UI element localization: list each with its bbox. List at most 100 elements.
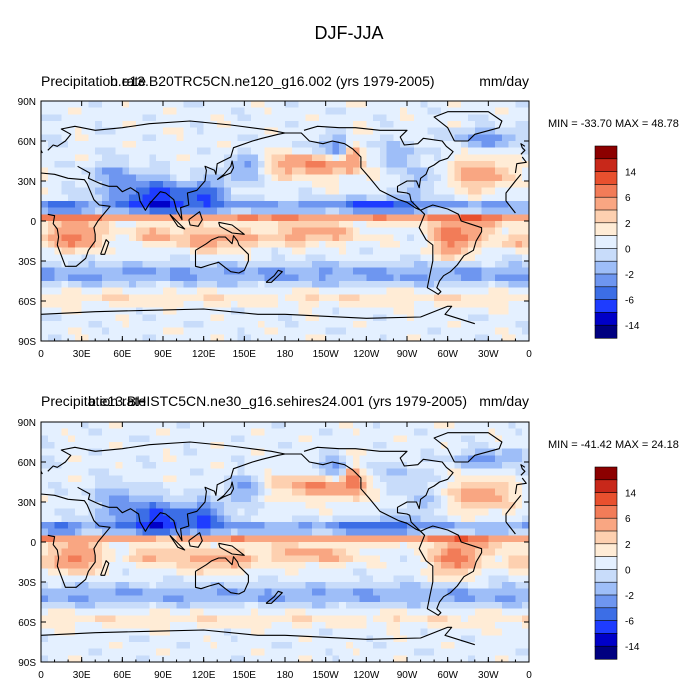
colorbar-swatch [594, 273, 618, 288]
x-tick-label: 30E [73, 670, 91, 681]
panel-2-map [40, 421, 530, 663]
x-tick-label: 90E [154, 349, 172, 360]
colorbar-label: -14 [625, 321, 640, 332]
colorbar-swatch [594, 594, 618, 609]
colorbar-swatch [594, 505, 618, 519]
colorbar-swatch [594, 633, 618, 647]
colorbar-swatch [594, 171, 618, 186]
precip-field [41, 101, 529, 341]
precip-field [41, 422, 529, 662]
x-tick-label: 120W [353, 349, 380, 360]
x-tick-label: 60W [437, 349, 458, 360]
y-tick-label: 90N [18, 418, 36, 429]
colorbar-label: -6 [625, 617, 634, 628]
colorbar-label: 0 [625, 565, 631, 576]
x-tick-label: 60W [437, 670, 458, 681]
panel-2-colorbar: 14 6 2 0 -2 -6 -14 [594, 466, 640, 660]
colorbar-swatch [594, 196, 618, 211]
colorbar-label: -2 [625, 591, 634, 602]
coastlines [41, 111, 527, 325]
x-tick-label: 90E [154, 670, 172, 681]
y-tick-label: 60S [18, 618, 36, 629]
colorbar-label: -14 [625, 642, 640, 653]
y-tick-label: 90S [18, 658, 36, 669]
panel-1-stats: MIN = -33.70 MAX = 48.78 [548, 118, 679, 130]
y-tick-label: 30S [18, 257, 36, 268]
x-tick-label: 120E [192, 670, 216, 681]
colorbar-swatch [594, 312, 618, 326]
colorbar-label: 2 [625, 540, 631, 551]
colorbar-swatch [594, 479, 618, 494]
x-tick-label: 150W [313, 349, 340, 360]
colorbar-swatch [594, 235, 618, 250]
x-tick-label: 60E [113, 670, 131, 681]
colorbar-label: -2 [625, 270, 634, 281]
x-tick-label: 30W [478, 349, 499, 360]
y-tick-label: 90N [18, 97, 36, 108]
panel-2-left-title: Precipitation rate [41, 393, 146, 409]
colorbar-swatch [594, 543, 618, 558]
y-tick-label: 0 [30, 538, 36, 549]
panel-2-stats: MIN = -41.42 MAX = 24.18 [548, 439, 679, 451]
panel-2: Precipitation rate b.e13.BHISTC5CN.ne30_… [18, 393, 679, 681]
colorbar-label: -6 [625, 296, 634, 307]
x-tick-label: 60E [113, 349, 131, 360]
colorbar-swatch [594, 556, 618, 570]
panel-2-x-axis: 0 30E 60E 90E 120E 150E 180 150W 120W 90W 60W 30W 0 [38, 422, 532, 681]
colorbar-swatch [594, 466, 618, 481]
colorbar-swatch [594, 222, 618, 237]
panel-1-map [40, 100, 530, 342]
colorbar-swatch [594, 145, 618, 160]
colorbar-swatch [594, 286, 618, 301]
panel-1-left-title: Precipitation rate [41, 73, 146, 89]
x-tick-label: 30W [478, 670, 499, 681]
colorbar-swatch [594, 607, 618, 622]
x-tick-label: 150E [233, 349, 257, 360]
y-tick-label: 60N [18, 458, 36, 469]
x-tick-label: 120W [353, 670, 380, 681]
x-tick-label: 30E [73, 349, 91, 360]
colorbar-label: 6 [625, 193, 631, 204]
y-tick-label: 30S [18, 578, 36, 589]
panel-1-center-title: b.e13.B20TRC5CN.ne120_g16.002 (yrs 1979-… [110, 73, 435, 89]
colorbar-swatch [594, 581, 618, 596]
x-tick-label: 0 [526, 349, 532, 360]
colorbar-swatch [594, 620, 618, 634]
colorbar-label: 0 [625, 244, 631, 255]
panel-1-units: mm/day [479, 73, 529, 89]
coastlines [41, 432, 527, 646]
panel-1: Precipitation rate b.e13.B20TRC5CN.ne120… [18, 73, 679, 360]
colorbar-swatch [594, 209, 618, 224]
colorbar-label: 2 [625, 219, 631, 230]
figure-title: DJF-JJA [315, 23, 384, 43]
colorbar-label: 14 [625, 168, 637, 179]
x-tick-label: 150E [233, 670, 257, 681]
x-tick-label: 0 [526, 670, 532, 681]
panel-1-colorbar: 14 6 2 0 -2 -6 -14 [594, 145, 640, 339]
panel-2-y-axis: 90N 60N 30N 0 30S 60S 90S [18, 418, 529, 669]
x-tick-label: 0 [38, 670, 44, 681]
y-tick-label: 60N [18, 137, 36, 148]
colorbar-swatch [594, 569, 618, 583]
x-tick-label: 150W [313, 670, 340, 681]
x-tick-label: 180 [277, 670, 294, 681]
x-tick-label: 90W [397, 349, 418, 360]
colorbar-swatch [594, 530, 618, 545]
colorbar-label: 14 [625, 489, 637, 500]
colorbar-swatch [594, 299, 618, 314]
x-tick-label: 120E [192, 349, 216, 360]
colorbar-label: 6 [625, 514, 631, 525]
panel-2-units: mm/day [479, 393, 529, 409]
colorbar-swatch [594, 158, 618, 173]
x-tick-label: 90W [397, 670, 418, 681]
y-tick-label: 30N [18, 177, 36, 188]
colorbar-swatch [594, 492, 618, 507]
y-tick-label: 30N [18, 498, 36, 509]
y-tick-label: 90S [18, 337, 36, 348]
colorbar-swatch [594, 248, 618, 262]
panel-1-x-axis: 0 30E 60E 90E 120E 150E 180 150W 120W 90W 60W 30W 0 [38, 101, 532, 360]
y-tick-label: 0 [30, 217, 36, 228]
colorbar-swatch [594, 260, 618, 275]
y-tick-label: 60S [18, 297, 36, 308]
